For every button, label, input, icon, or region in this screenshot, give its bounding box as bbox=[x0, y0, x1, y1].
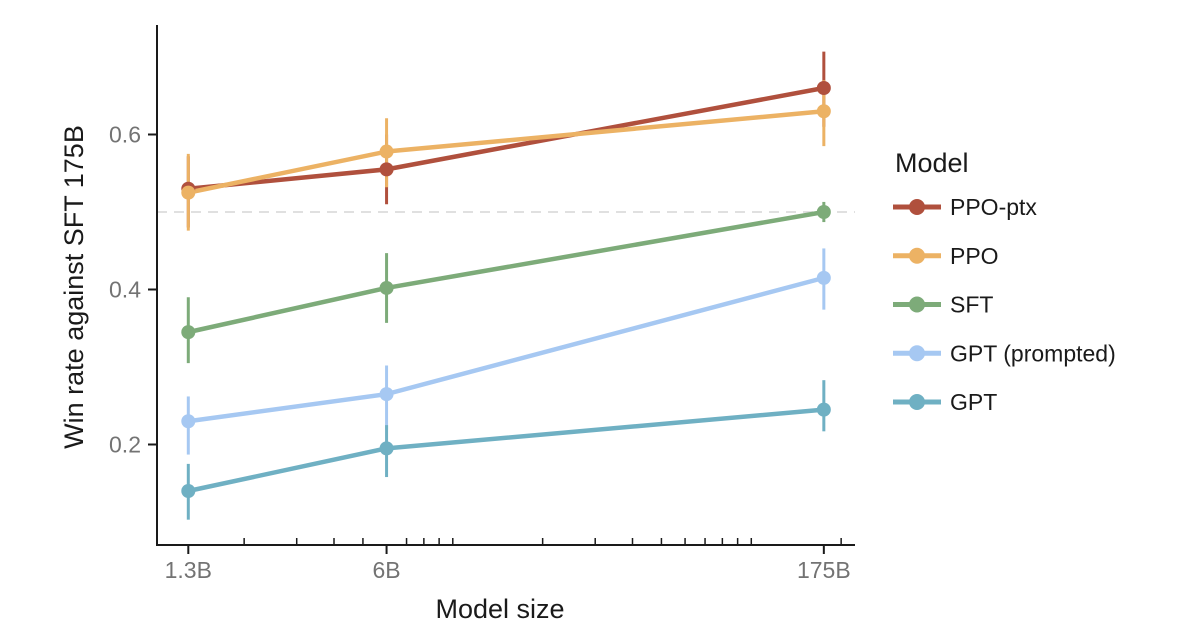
y-tick-label-0-4: 0.4 bbox=[109, 277, 141, 303]
legend-title: Model bbox=[895, 148, 969, 178]
legend-swatch-dot-sft bbox=[909, 296, 925, 313]
data-point-ppo-ptx-6b bbox=[379, 162, 394, 177]
legend-swatch-dot-ppo-ptx bbox=[909, 199, 925, 215]
axis-lines bbox=[156, 25, 855, 546]
x-tick-label-1-3b: 1.3B bbox=[165, 557, 212, 583]
series-line-gpt bbox=[186, 407, 827, 494]
legend-label-gpt: GPT bbox=[950, 389, 997, 415]
legend-label-gpt-prompted: GPT (prompted) bbox=[950, 340, 1116, 366]
x-axis-title: Model size bbox=[435, 594, 564, 624]
series-line-sft bbox=[186, 209, 827, 335]
data-point-ppo-175b bbox=[816, 104, 831, 119]
chart-generated-layer: 0.2 0.4 0.6 1.3B 6B 175B PPO-ptx PPO SFT GPT (pro… bbox=[109, 25, 1116, 583]
legend-swatch-dot-gpt bbox=[909, 394, 925, 410]
x-tick-label-6b: 6B bbox=[372, 557, 400, 583]
data-point-ppo-6b bbox=[379, 144, 394, 159]
legend-label-sft: SFT bbox=[950, 292, 993, 318]
data-point-gpt-175b bbox=[816, 402, 831, 417]
legend-label-ppo-ptx: PPO-ptx bbox=[950, 194, 1037, 220]
y-tick-label-0-6: 0.6 bbox=[109, 122, 141, 148]
data-point-ppo-1-3b bbox=[181, 185, 196, 200]
y-tick-label-0-2: 0.2 bbox=[109, 432, 141, 458]
legend-swatch-dot-ppo bbox=[909, 247, 925, 264]
data-point-sft-6b bbox=[379, 280, 394, 295]
data-point-sft-1-3b bbox=[181, 325, 196, 340]
data-point-ppo-ptx-175b bbox=[816, 81, 831, 95]
data-point-gpt-prompted-6b bbox=[379, 387, 394, 402]
data-point-gpt-1-3b bbox=[181, 484, 196, 498]
series-line-gpt-prompted bbox=[186, 275, 827, 424]
y-axis-title: Win rate against SFT 175B bbox=[59, 125, 89, 449]
legend-label-ppo: PPO bbox=[950, 243, 999, 269]
x-tick-label-175b: 175B bbox=[797, 557, 851, 583]
data-point-gpt-prompted-175b bbox=[816, 270, 831, 285]
legend-swatch-dot-gpt-prompted bbox=[909, 345, 925, 362]
data-point-gpt-6b bbox=[379, 441, 394, 456]
data-point-sft-175b bbox=[816, 205, 831, 219]
data-point-gpt-prompted-1-3b bbox=[181, 414, 196, 429]
